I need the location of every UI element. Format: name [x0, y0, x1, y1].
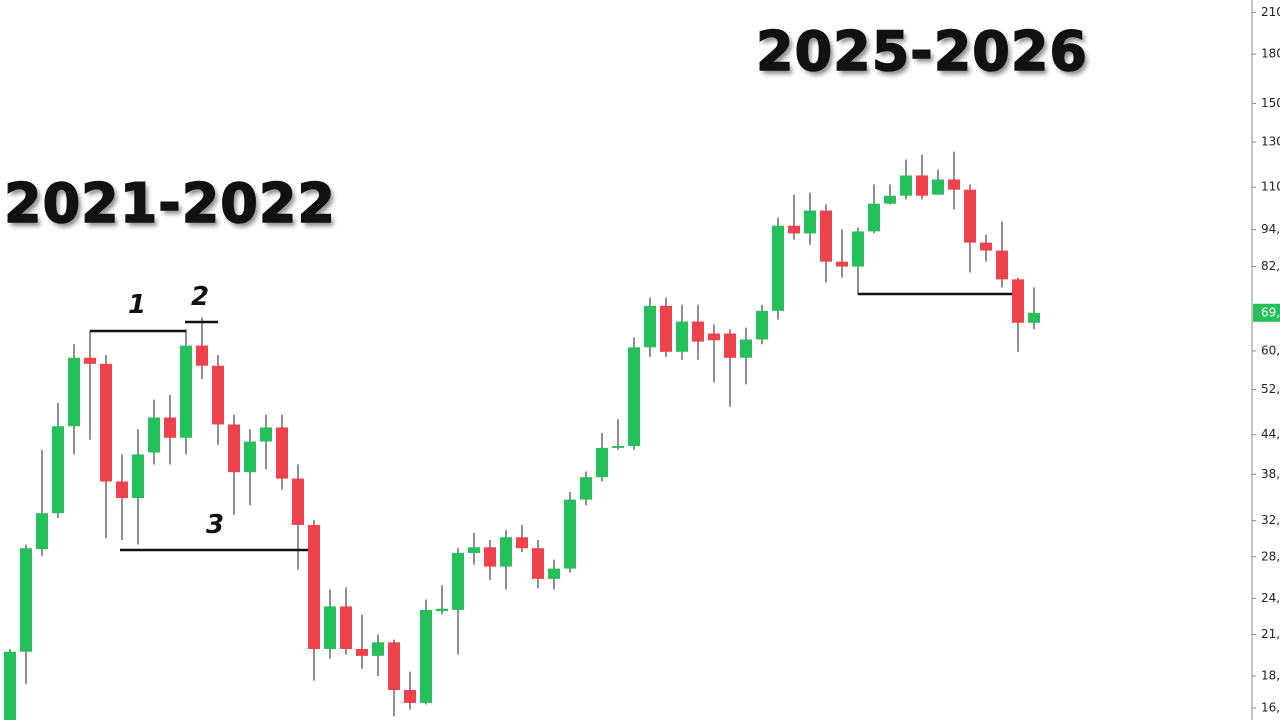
- candle-body: [20, 548, 32, 652]
- candle-body: [1028, 312, 1040, 323]
- candle-body: [852, 231, 864, 267]
- y-tick-label: 52,: [1261, 382, 1280, 396]
- candle-body: [708, 333, 720, 341]
- candle-body: [244, 441, 256, 473]
- y-tick-label: 44,: [1261, 427, 1280, 441]
- y-tick-label: 82,: [1261, 259, 1280, 273]
- candle-body: [836, 261, 848, 267]
- candle-body: [260, 427, 272, 442]
- candle-body: [564, 499, 576, 569]
- candle-body: [772, 225, 784, 311]
- candle-body: [916, 175, 928, 196]
- candle-body: [820, 210, 832, 262]
- candle-body: [932, 179, 944, 195]
- y-tick-label: 94,: [1261, 222, 1280, 236]
- y-tick-label: 180: [1261, 47, 1280, 61]
- candle-body: [868, 203, 880, 232]
- candle-body: [452, 552, 464, 610]
- candle-body: [196, 345, 208, 366]
- candle-body: [116, 481, 128, 499]
- candle-body: [68, 357, 80, 427]
- y-tick-label: 16,: [1261, 700, 1280, 714]
- candle-body: [292, 478, 304, 525]
- candle-body: [948, 179, 960, 190]
- candle-body: [580, 477, 592, 500]
- candle-body: [164, 417, 176, 438]
- candle-body: [964, 189, 976, 243]
- candle-body: [676, 321, 688, 352]
- candle-body: [388, 642, 400, 690]
- last-price-badge: [1253, 303, 1280, 322]
- candle-body: [612, 445, 624, 448]
- drawn-levels: [89, 292, 1018, 552]
- y-tick-label: 60,: [1261, 343, 1280, 357]
- candle-body: [980, 242, 992, 251]
- candle-body: [356, 649, 368, 656]
- point-label: 1: [128, 290, 147, 320]
- y-tick-label: 210: [1261, 5, 1280, 19]
- candle-body: [148, 417, 160, 453]
- candle-body: [660, 305, 672, 352]
- candle-body: [324, 606, 336, 650]
- point-label: 3: [206, 510, 225, 540]
- y-tick-label: 21,: [1261, 627, 1280, 641]
- y-tick-label: 18,: [1261, 669, 1280, 683]
- candle-body: [484, 547, 496, 567]
- y-tick-label: 110: [1261, 180, 1280, 194]
- price-axis: [1252, 0, 1280, 720]
- y-tick-label: 32,: [1261, 513, 1280, 527]
- point-label: 2: [191, 282, 210, 312]
- candle-body: [84, 357, 96, 364]
- y-tick-label: 130: [1261, 135, 1280, 149]
- candle-body: [468, 547, 480, 553]
- candle-body: [36, 513, 48, 550]
- candle-body: [308, 524, 320, 650]
- candle-body: [884, 195, 896, 204]
- candle-body: [756, 310, 768, 340]
- candle-body: [900, 175, 912, 196]
- candle-body: [628, 347, 640, 446]
- candle-body: [404, 689, 416, 703]
- candle-body: [692, 321, 704, 342]
- candle-body: [1012, 279, 1024, 323]
- candle-body: [132, 454, 144, 499]
- candle-body: [180, 345, 192, 438]
- candle-body: [372, 642, 384, 656]
- candle-body: [804, 210, 816, 234]
- candle-body: [788, 225, 800, 234]
- period-label: 2025-2026: [755, 19, 1088, 84]
- candle-body: [340, 606, 352, 650]
- candle-body: [548, 568, 560, 579]
- candle-body: [532, 548, 544, 579]
- y-tick-label: 150: [1261, 96, 1280, 110]
- y-tick-label: 24,: [1261, 591, 1280, 605]
- candle-body: [516, 537, 528, 549]
- period-label: 2021-2022: [3, 171, 336, 236]
- candle-body: [644, 305, 656, 348]
- y-tick-label: 38,: [1261, 467, 1280, 481]
- candle-body: [500, 537, 512, 567]
- candle-body: [100, 363, 112, 482]
- candle-body: [996, 250, 1008, 280]
- candle-body: [276, 427, 288, 479]
- candle-body: [596, 447, 608, 478]
- candle-body: [212, 365, 224, 425]
- candle-body: [420, 609, 432, 703]
- candle-body: [740, 339, 752, 358]
- candle-body: [436, 608, 448, 612]
- candle-body: [228, 424, 240, 473]
- candle-body: [724, 333, 736, 358]
- candle-body: [4, 651, 16, 720]
- candle-body: [52, 426, 64, 514]
- last-price-label: 69,: [1261, 305, 1280, 319]
- y-tick-label: 28,: [1261, 549, 1280, 563]
